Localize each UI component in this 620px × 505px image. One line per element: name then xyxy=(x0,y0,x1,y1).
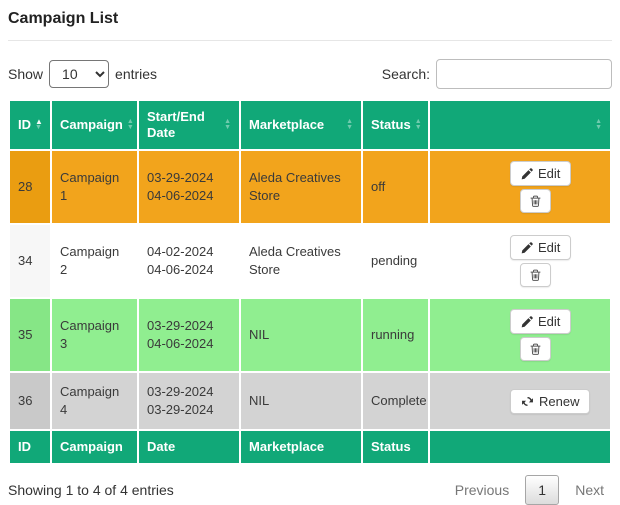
cell-id: 35 xyxy=(10,299,50,371)
search-label: Search: xyxy=(381,66,430,82)
header-status-label: Status xyxy=(371,117,411,132)
header-date-label: Start/End Date xyxy=(147,109,205,140)
entries-info: Showing 1 to 4 of 4 entries xyxy=(8,482,174,498)
sort-icon: ▲ ▼ xyxy=(346,118,353,131)
cell-actions: Edit xyxy=(430,151,610,223)
footer-id: ID xyxy=(10,431,50,463)
start-date: 03-29-2024 xyxy=(147,170,214,185)
previous-page-button[interactable]: Previous xyxy=(454,482,510,498)
renew-button-label: Renew xyxy=(539,393,580,409)
table-row: 36 Campaign 4 03-29-2024 03-29-2024 NIL … xyxy=(10,373,610,429)
sort-icon: ▲ ▼ xyxy=(595,118,602,131)
table-row: 35 Campaign 3 03-29-2024 04-06-2024 NIL … xyxy=(10,299,610,371)
cell-date: 03-29-2024 04-06-2024 xyxy=(139,299,239,371)
table-bottom-bar: Showing 1 to 4 of 4 entries Previous 1 N… xyxy=(8,475,612,505)
trash-icon xyxy=(529,342,542,356)
entries-length-control: Show 10 entries xyxy=(8,60,157,88)
header-marketplace[interactable]: Marketplace ▲ ▼ xyxy=(241,101,361,149)
end-date: 04-06-2024 xyxy=(147,188,214,203)
footer-campaign: Campaign xyxy=(52,431,137,463)
edit-button-label: Edit xyxy=(538,166,561,181)
cell-date: 03-29-2024 04-06-2024 xyxy=(139,151,239,223)
table-row: 28 Campaign 1 03-29-2024 04-06-2024 Aled… xyxy=(10,151,610,223)
table-controls: Show 10 entries Search: xyxy=(8,59,612,89)
header-id[interactable]: ID ▲ ▼ xyxy=(10,101,50,149)
entries-select[interactable]: 10 xyxy=(49,60,110,88)
delete-button[interactable] xyxy=(520,337,551,361)
table-footer: ID Campaign Date Marketplace Status xyxy=(10,431,610,463)
header-start-end-date[interactable]: Start/End Date ▲ ▼ xyxy=(139,101,239,149)
start-date: 03-29-2024 xyxy=(147,384,214,399)
refresh-icon xyxy=(521,395,534,408)
table-row: 34 Campaign 2 04-02-2024 04-06-2024 Aled… xyxy=(10,225,610,297)
footer-date: Date xyxy=(139,431,239,463)
end-date: 04-06-2024 xyxy=(147,262,214,277)
entries-label: entries xyxy=(115,66,158,82)
cell-campaign: Campaign 3 xyxy=(52,299,137,371)
cell-actions: Edit xyxy=(430,299,610,371)
renew-button[interactable]: Renew xyxy=(510,388,591,414)
sort-icon: ▲ ▼ xyxy=(224,118,231,131)
end-date: 03-29-2024 xyxy=(147,402,214,417)
footer-status: Status xyxy=(363,431,428,463)
title-divider xyxy=(8,40,612,41)
pagination: Previous 1 Next xyxy=(447,475,612,505)
header-campaign[interactable]: Campaign ▲ ▼ xyxy=(52,101,137,149)
header-marketplace-label: Marketplace xyxy=(249,117,325,132)
edit-button-label: Edit xyxy=(538,240,561,255)
trash-icon xyxy=(529,268,542,282)
start-date: 04-02-2024 xyxy=(147,244,214,259)
footer-actions xyxy=(430,431,610,463)
cell-date: 04-02-2024 04-06-2024 xyxy=(139,225,239,297)
end-date: 04-06-2024 xyxy=(147,336,214,351)
header-campaign-label: Campaign xyxy=(60,117,123,132)
header-actions[interactable]: ▲ ▼ xyxy=(430,101,610,149)
table-header: ID ▲ ▼ Campaign ▲ ▼ xyxy=(10,101,610,149)
cell-marketplace: Aleda Creatives Store xyxy=(241,151,361,223)
header-status[interactable]: Status ▲ ▼ xyxy=(363,101,428,149)
edit-button[interactable]: Edit xyxy=(510,161,572,186)
delete-button[interactable] xyxy=(520,263,551,287)
sort-icon: ▲ ▼ xyxy=(126,118,134,131)
edit-button[interactable]: Edit xyxy=(510,309,572,334)
pencil-icon xyxy=(521,315,533,328)
cell-date: 03-29-2024 03-29-2024 xyxy=(139,373,239,429)
search-control: Search: xyxy=(382,59,612,89)
show-label: Show xyxy=(8,66,44,82)
cell-campaign: Campaign 4 xyxy=(52,373,137,429)
cell-status: Complete xyxy=(363,373,428,429)
page-title: Campaign List xyxy=(8,10,119,27)
trash-icon xyxy=(529,194,542,208)
cell-status: off xyxy=(363,151,428,223)
edit-button-label: Edit xyxy=(538,314,561,329)
cell-id: 28 xyxy=(10,151,50,223)
cell-status: pending xyxy=(363,225,428,297)
cell-marketplace: NIL xyxy=(241,299,361,371)
header-id-label: ID xyxy=(18,117,31,132)
pencil-icon xyxy=(521,167,533,180)
edit-button[interactable]: Edit xyxy=(510,235,572,260)
table-body: 28 Campaign 1 03-29-2024 04-06-2024 Aled… xyxy=(10,151,610,429)
pencil-icon xyxy=(521,241,533,254)
cell-campaign: Campaign 1 xyxy=(52,151,137,223)
current-page-button[interactable]: 1 xyxy=(525,475,560,505)
cell-actions: Edit xyxy=(430,225,610,297)
footer-marketplace: Marketplace xyxy=(241,431,361,463)
cell-id: 34 xyxy=(10,225,50,297)
next-page-button[interactable]: Next xyxy=(575,482,604,498)
cell-status: running xyxy=(363,299,428,371)
cell-marketplace: Aleda Creatives Store xyxy=(241,225,361,297)
campaign-table: ID ▲ ▼ Campaign ▲ ▼ xyxy=(8,99,612,465)
cell-actions: Renew xyxy=(430,373,610,429)
delete-button[interactable] xyxy=(520,189,551,213)
sort-ascending-icon: ▲ ▼ xyxy=(35,117,43,132)
cell-campaign: Campaign 2 xyxy=(52,225,137,297)
cell-id: 36 xyxy=(10,373,50,429)
cell-marketplace: NIL xyxy=(241,373,361,429)
start-date: 03-29-2024 xyxy=(147,318,214,333)
search-input[interactable] xyxy=(436,59,612,89)
sort-icon: ▲ ▼ xyxy=(414,118,422,131)
